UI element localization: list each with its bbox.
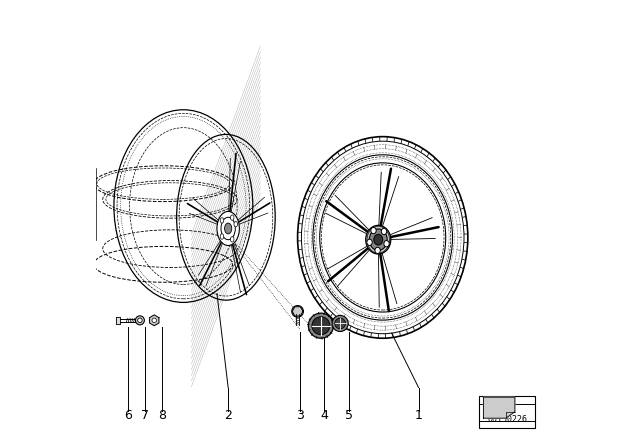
Polygon shape (484, 397, 515, 418)
Ellipse shape (234, 221, 237, 227)
Ellipse shape (374, 234, 383, 245)
Text: 00150226: 00150226 (487, 415, 527, 424)
Text: 3: 3 (296, 409, 304, 422)
Ellipse shape (230, 237, 234, 242)
Ellipse shape (367, 239, 372, 246)
Ellipse shape (375, 247, 380, 254)
Ellipse shape (365, 225, 391, 254)
Text: 4: 4 (321, 409, 328, 422)
Ellipse shape (312, 317, 330, 335)
Ellipse shape (225, 223, 232, 234)
Text: 5: 5 (345, 409, 353, 422)
Ellipse shape (381, 228, 387, 235)
Ellipse shape (152, 318, 157, 323)
Ellipse shape (217, 211, 239, 246)
Text: 1: 1 (415, 409, 422, 422)
Ellipse shape (384, 241, 389, 247)
Text: 6: 6 (124, 409, 132, 422)
Bar (479, 396, 535, 428)
Text: 2: 2 (224, 409, 232, 422)
Ellipse shape (335, 318, 346, 329)
Polygon shape (150, 315, 159, 326)
Ellipse shape (136, 316, 145, 325)
Ellipse shape (138, 318, 142, 323)
Text: 7: 7 (141, 409, 149, 422)
Ellipse shape (308, 313, 333, 338)
Ellipse shape (230, 215, 234, 220)
Ellipse shape (292, 306, 303, 317)
Polygon shape (116, 317, 120, 324)
Text: 8: 8 (158, 409, 166, 422)
Ellipse shape (332, 315, 348, 332)
Ellipse shape (369, 229, 387, 250)
Ellipse shape (220, 218, 224, 223)
Ellipse shape (371, 228, 376, 234)
Ellipse shape (221, 217, 236, 240)
Ellipse shape (220, 234, 224, 239)
